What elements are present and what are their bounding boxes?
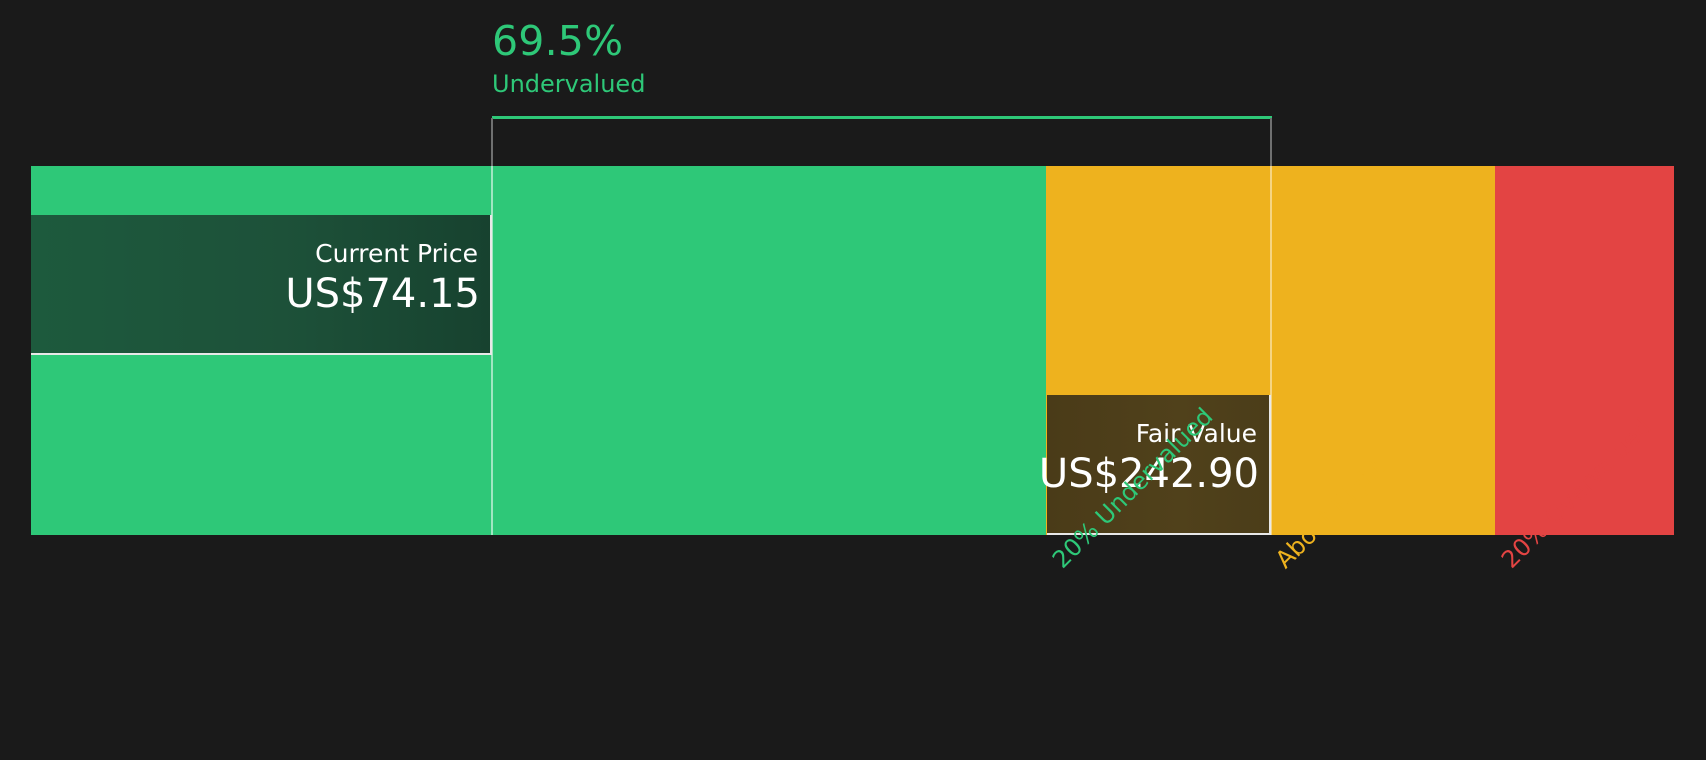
current-price-label: Current Price: [315, 239, 478, 268]
bracket-top-rail: [492, 116, 1272, 119]
headline-callout: 69.5% Undervalued: [492, 16, 645, 100]
bracket-right-stem: [1270, 118, 1272, 166]
fair-value-box: Fair Value US$242.90: [1039, 395, 1271, 535]
fair-value-guide-line: [1270, 166, 1272, 535]
bracket-left-stem: [491, 118, 493, 166]
band-overvalued: [1494, 166, 1674, 535]
current-price-guide-line: [491, 166, 493, 535]
undervalued-percent: 69.5%: [492, 17, 624, 65]
fair-value-value: US$242.90: [1038, 451, 1259, 497]
current-price-box: Current Price US$74.15: [31, 215, 492, 355]
current-price-value: US$74.15: [285, 271, 480, 317]
fair-value-label: Fair Value: [1135, 419, 1257, 448]
valuation-state-label: Undervalued: [492, 70, 646, 98]
